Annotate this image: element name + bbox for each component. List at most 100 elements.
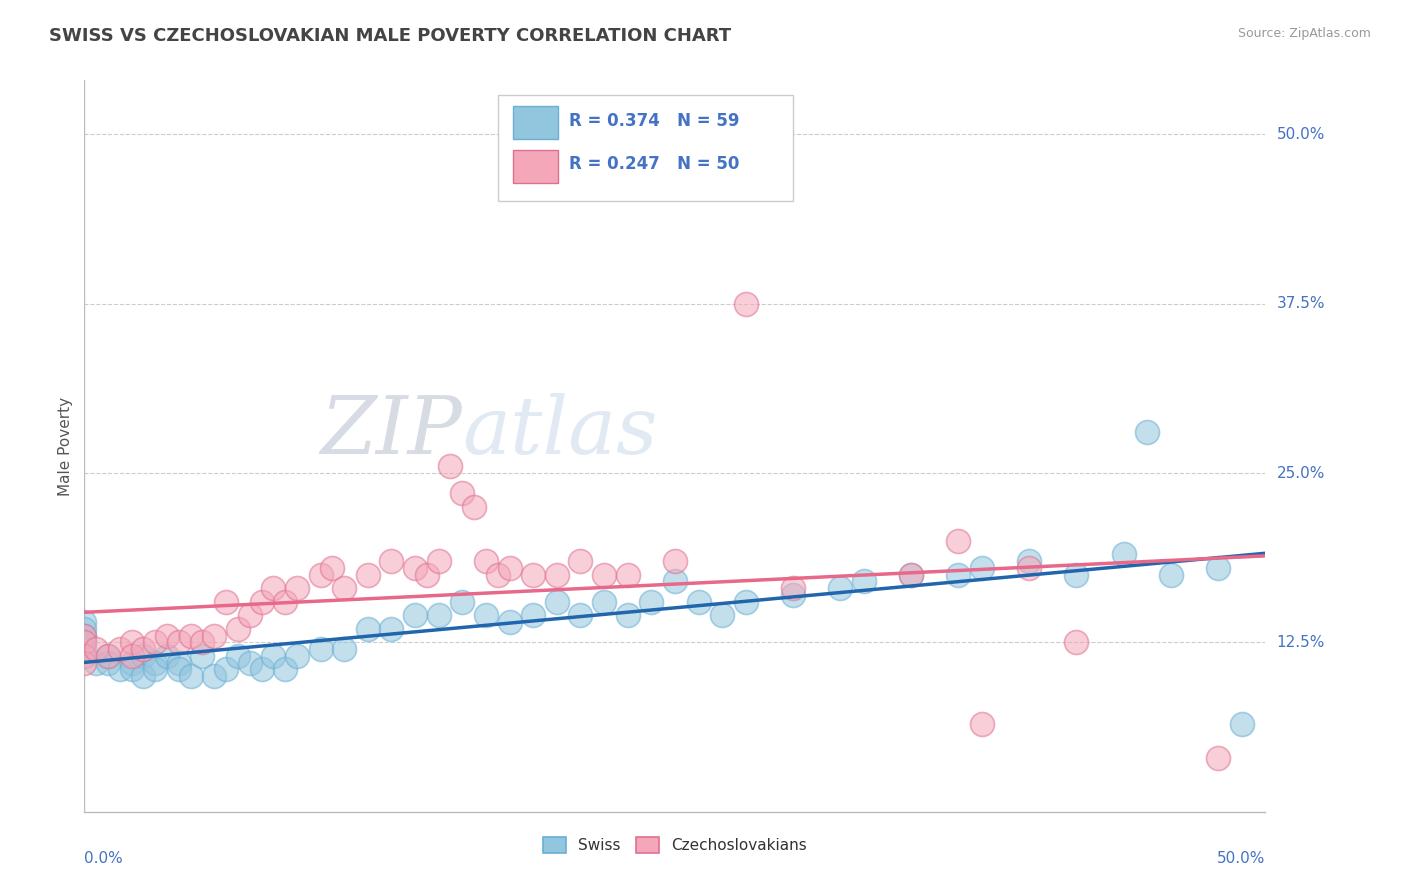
Text: SWISS VS CZECHOSLOVAKIAN MALE POVERTY CORRELATION CHART: SWISS VS CZECHOSLOVAKIAN MALE POVERTY CO… <box>49 27 731 45</box>
Point <box>593 567 616 582</box>
Point <box>309 642 332 657</box>
Point <box>73 635 96 649</box>
Point <box>285 648 308 663</box>
Point <box>664 554 686 568</box>
Point <box>180 669 202 683</box>
Point <box>427 608 450 623</box>
Point <box>121 648 143 663</box>
Point <box>970 561 993 575</box>
Point <box>569 554 592 568</box>
Point <box>202 629 225 643</box>
Point <box>321 561 343 575</box>
Point <box>84 642 107 657</box>
Text: 0.0%: 0.0% <box>84 851 124 865</box>
Point <box>640 595 662 609</box>
Point <box>156 629 179 643</box>
Point <box>546 595 568 609</box>
Point <box>108 642 131 657</box>
Point <box>616 608 638 623</box>
Point <box>167 635 190 649</box>
Legend: Swiss, Czechoslovakians: Swiss, Czechoslovakians <box>537 830 813 859</box>
Point <box>463 500 485 514</box>
Point <box>1018 554 1040 568</box>
Point <box>250 595 273 609</box>
Point <box>1160 567 1182 582</box>
Point <box>451 595 474 609</box>
Point <box>486 567 509 582</box>
Point <box>132 648 155 663</box>
Point <box>427 554 450 568</box>
Point <box>226 648 249 663</box>
Point <box>664 574 686 589</box>
Point <box>191 648 214 663</box>
Point <box>333 642 356 657</box>
Point <box>616 567 638 582</box>
Point <box>380 554 402 568</box>
Point <box>852 574 875 589</box>
Point <box>239 656 262 670</box>
Point <box>262 581 284 595</box>
Point <box>522 608 544 623</box>
Point <box>97 648 120 663</box>
Point <box>546 567 568 582</box>
Y-axis label: Male Poverty: Male Poverty <box>58 396 73 496</box>
Point <box>215 595 238 609</box>
Point <box>262 648 284 663</box>
Point <box>121 663 143 677</box>
Point <box>132 669 155 683</box>
Text: Source: ZipAtlas.com: Source: ZipAtlas.com <box>1237 27 1371 40</box>
Point <box>239 608 262 623</box>
Point <box>73 629 96 643</box>
Text: R = 0.247   N = 50: R = 0.247 N = 50 <box>568 155 740 173</box>
Point <box>830 581 852 595</box>
Text: 25.0%: 25.0% <box>1277 466 1324 481</box>
Point <box>900 567 922 582</box>
Point <box>711 608 734 623</box>
Point <box>73 629 96 643</box>
Text: 12.5%: 12.5% <box>1277 635 1324 650</box>
FancyBboxPatch shape <box>513 106 558 139</box>
Point <box>439 459 461 474</box>
Point <box>357 567 380 582</box>
Point <box>1066 635 1088 649</box>
Point <box>167 663 190 677</box>
Point <box>84 656 107 670</box>
Point <box>782 588 804 602</box>
Point <box>250 663 273 677</box>
Point <box>202 669 225 683</box>
Point <box>73 635 96 649</box>
Point <box>143 635 166 649</box>
Point <box>569 608 592 623</box>
Point <box>167 656 190 670</box>
Point <box>191 635 214 649</box>
Point <box>1112 547 1135 561</box>
Point <box>900 567 922 582</box>
Point <box>73 622 96 636</box>
Point <box>121 656 143 670</box>
Point <box>97 648 120 663</box>
Text: 50.0%: 50.0% <box>1277 127 1324 142</box>
Point <box>1206 750 1229 764</box>
Point <box>285 581 308 595</box>
Point <box>274 663 297 677</box>
Text: 37.5%: 37.5% <box>1277 296 1324 311</box>
Point <box>143 663 166 677</box>
Point <box>132 642 155 657</box>
Point <box>970 716 993 731</box>
Point <box>156 648 179 663</box>
Point <box>1206 561 1229 575</box>
Point <box>1230 716 1253 731</box>
Point <box>782 581 804 595</box>
Text: 50.0%: 50.0% <box>1218 851 1265 865</box>
Point <box>143 656 166 670</box>
Point <box>522 567 544 582</box>
Point <box>73 656 96 670</box>
Text: R = 0.374   N = 59: R = 0.374 N = 59 <box>568 112 740 129</box>
Point <box>73 648 96 663</box>
Point <box>73 615 96 629</box>
Point <box>226 622 249 636</box>
Point <box>97 656 120 670</box>
Point <box>734 595 756 609</box>
Point <box>1066 567 1088 582</box>
Point <box>475 608 498 623</box>
